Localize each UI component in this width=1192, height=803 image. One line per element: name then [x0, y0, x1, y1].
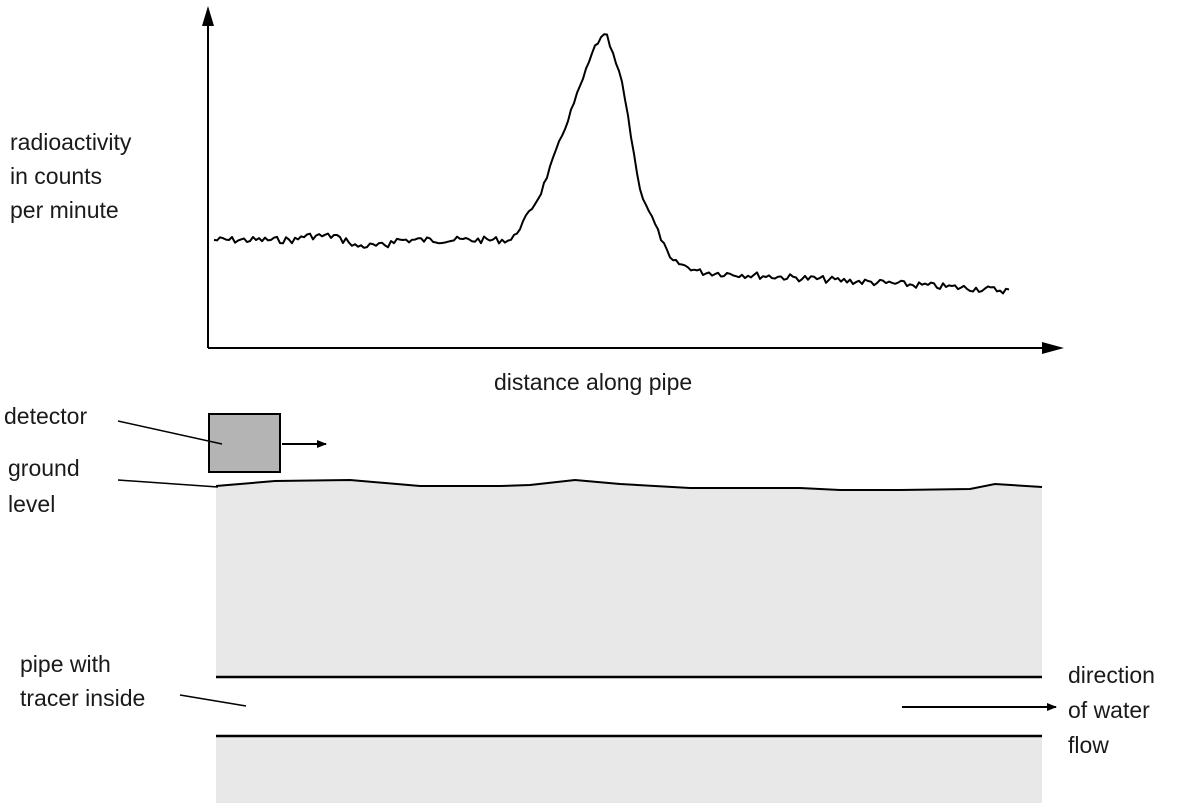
- ground-fill-upper: [216, 480, 1042, 677]
- ground-surface-line: [215, 478, 1043, 491]
- pipe-leader-line: [179, 694, 247, 707]
- water-flow-label-line-1: direction: [1068, 662, 1155, 688]
- ground-section: [215, 478, 1043, 803]
- water-flow-label: direction of water flow: [1068, 662, 1161, 758]
- radioactivity-trace: [213, 33, 1010, 295]
- detector-leader-line: [117, 420, 223, 445]
- y-axis-label: radioactivity in counts per minute: [10, 129, 138, 223]
- ground-fill-lower: [216, 736, 1042, 803]
- ground-level-label-line-1: ground: [8, 455, 80, 481]
- water-flow-label-line-2: of water: [1068, 697, 1150, 723]
- y-axis-label-line-1: radioactivity: [10, 129, 132, 155]
- y-axis-arrowhead: [202, 6, 214, 26]
- pipe-label: pipe with tracer inside: [20, 651, 145, 711]
- ground-level-label-line-2: level: [8, 491, 55, 517]
- y-axis-label-line-3: per minute: [10, 197, 119, 223]
- ground-leader-line: [117, 479, 219, 488]
- x-axis-label: distance along pipe: [494, 369, 692, 395]
- x-axis-arrowhead: [1042, 342, 1064, 354]
- pipe-label-line-2: tracer inside: [20, 685, 145, 711]
- water-flow-label-line-3: flow: [1068, 732, 1109, 758]
- ground-level-label: ground level: [8, 455, 86, 517]
- detector-label: detector: [4, 403, 87, 429]
- y-axis-label-line-2: in counts: [10, 163, 102, 189]
- pipe-label-line-1: pipe with: [20, 651, 111, 677]
- graph: radioactivity in counts per minute dista…: [10, 6, 1064, 395]
